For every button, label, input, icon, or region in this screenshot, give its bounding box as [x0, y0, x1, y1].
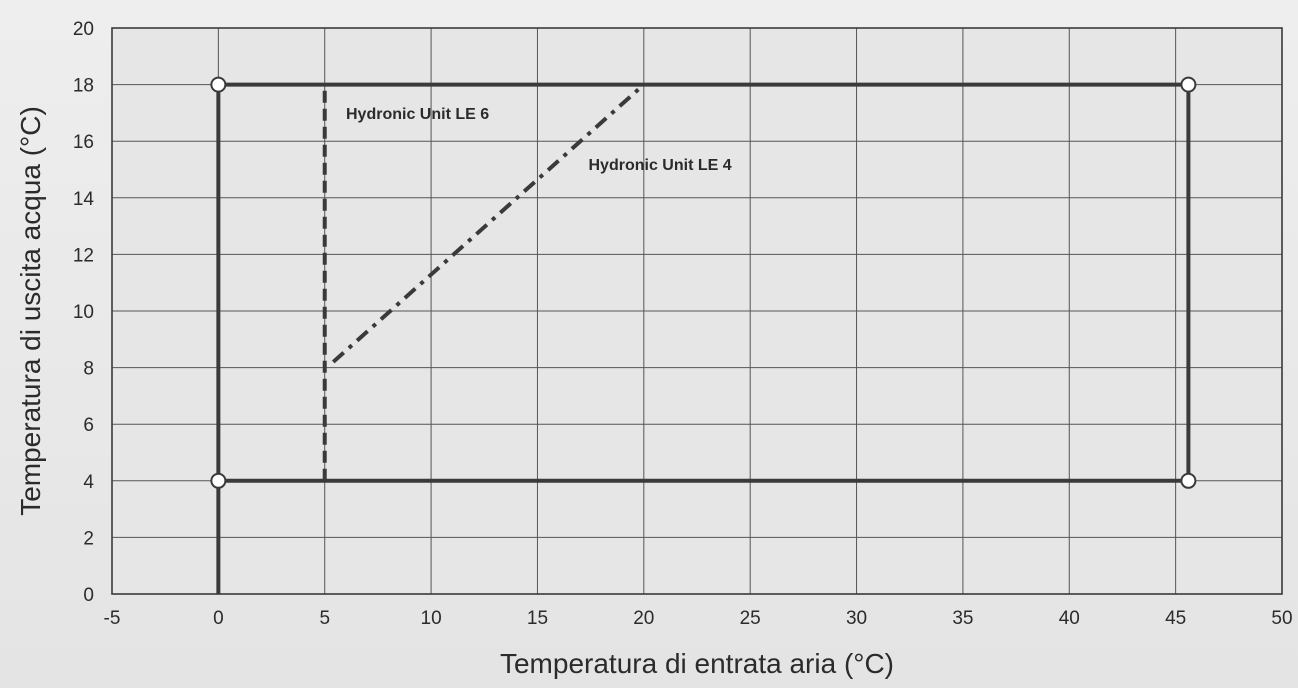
plot-border — [111, 27, 1283, 595]
envelope-marker — [210, 472, 227, 489]
x-tick-label: 5 — [319, 608, 330, 629]
y-tick-label: 20 — [73, 19, 94, 40]
annotations: Hydronic Unit LE 6 Hydronic Unit LE 4 — [346, 106, 732, 174]
y-tick-label: 10 — [73, 302, 94, 323]
y-tick-label: 0 — [83, 585, 94, 606]
envelope-outline — [218, 82, 1191, 483]
envelope-marker — [1180, 76, 1197, 93]
x-tick-label: 10 — [421, 608, 442, 629]
x-tick-label: 50 — [1271, 608, 1292, 629]
series-label: Hydronic Unit LE 6 — [346, 106, 489, 123]
x-tick-label: 40 — [1059, 608, 1080, 629]
y-tick-label: 16 — [73, 132, 94, 153]
tick-labels: -5 0 5 10 15 20 25 30 35 40 45 50 0 2 4 6 8 10 12 14 16 18 20 — [73, 19, 1293, 629]
x-axis-title: Temperatura di entrata aria (°C) — [500, 648, 894, 679]
series-label: Hydronic Unit LE 4 — [589, 157, 732, 174]
y-tick-label: 18 — [73, 76, 94, 97]
y-tick-label: 12 — [73, 245, 94, 266]
envelope-marker — [1180, 472, 1197, 489]
x-tick-label: -5 — [104, 608, 121, 629]
x-tick-label: 20 — [633, 608, 654, 629]
x-tick-label: 45 — [1165, 608, 1186, 629]
envelope-marker — [210, 76, 227, 93]
x-tick-label: 35 — [952, 608, 973, 629]
x-tick-label: 25 — [740, 608, 761, 629]
y-tick-label: 14 — [73, 189, 95, 210]
y-tick-label: 2 — [83, 528, 94, 549]
series-line — [331, 83, 646, 364]
y-tick-label: 6 — [83, 415, 94, 436]
x-tick-label: 15 — [527, 608, 548, 629]
y-tick-label: 8 — [83, 359, 94, 380]
y-axis-title: Temperatura di uscita acqua (°C) — [15, 106, 46, 516]
y-tick-label: 4 — [83, 472, 94, 493]
x-tick-label: 30 — [846, 608, 867, 629]
data-lines — [210, 76, 1197, 594]
x-tick-label: 0 — [213, 608, 224, 629]
